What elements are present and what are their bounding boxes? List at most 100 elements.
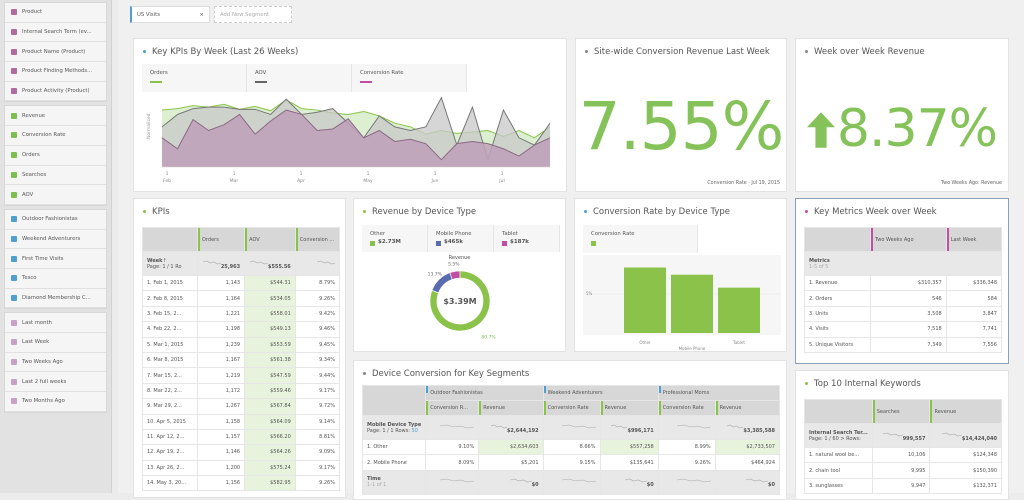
- column-header[interactable]: Orders: [196, 227, 246, 252]
- legend-item[interactable]: AOV: [247, 64, 352, 92]
- table-row[interactable]: 4. Feb 22, 2... 1,198 $549.13 9.46%: [142, 321, 341, 338]
- panel-revenue-by-device[interactable]: Revenue by Device Type Other $2.73M Mobile…: [353, 198, 566, 352]
- legend-item[interactable]: Mobile Phone $465k: [428, 225, 494, 252]
- sidebar-item[interactable]: Product: [5, 3, 106, 23]
- sidebar-item-label: Last Week: [22, 339, 50, 346]
- bar-tablet[interactable]: [718, 287, 760, 333]
- sparkline: [202, 260, 221, 264]
- panel-conversion-by-device[interactable]: Conversion Rate by Device Type Conversio…: [574, 198, 787, 352]
- legend-item[interactable]: Other $2.73M: [362, 225, 428, 252]
- sidebar-item[interactable]: Diamond Membership C...: [5, 289, 106, 309]
- conversion-rate-line[interactable]: [161, 109, 551, 161]
- sidebar-item[interactable]: Searches: [5, 166, 106, 186]
- component-icon: [11, 319, 17, 326]
- metric-header[interactable]: Revenue: [714, 400, 781, 416]
- table-row[interactable]: 2. Orders 546 584: [804, 290, 1003, 307]
- bar-mobile-phone[interactable]: [671, 274, 713, 333]
- column-header[interactable]: Two Weeks Ago: [870, 227, 947, 252]
- sidebar-item[interactable]: Conversion Rate: [5, 126, 106, 146]
- donut-chart[interactable]: 13.7% 5.5% 80.7% $3.39M: [410, 261, 510, 341]
- table-row[interactable]: 5. Mar 1, 2015 1,239 $553.59 9.45%: [142, 336, 341, 353]
- legend-item[interactable]: Tablet $187k: [494, 225, 560, 252]
- donut-slice[interactable]: [429, 270, 491, 332]
- table-row[interactable]: 8. Mar 22, 2... 1,172 $559.46 9.17%: [142, 382, 341, 400]
- footnote: Conversion Rate · Jul 19, 2015: [707, 181, 780, 186]
- metric-header[interactable]: Conversion R...: [425, 400, 480, 416]
- segment-us-visits[interactable]: US Visits ×: [130, 6, 210, 23]
- segment-header[interactable]: Outdoor Fashionistas: [425, 385, 544, 401]
- table-row[interactable]: 4. Visits 7,518 7,741: [804, 321, 1003, 338]
- segment-bar: US Visits × Add New Segment: [130, 6, 292, 23]
- sidebar-item[interactable]: Outdoor Fashionistas: [5, 210, 106, 230]
- column-header[interactable]: Last Week: [945, 227, 1003, 252]
- sidebar-item[interactable]: Tesco: [5, 269, 106, 289]
- sidebar-item[interactable]: AOV: [5, 185, 106, 205]
- panel-key-metrics-wow[interactable]: Key Metrics Week over Week Two Weeks Ago…: [795, 198, 1009, 364]
- sidebar-item[interactable]: Last Week: [5, 333, 106, 353]
- panel-kpis[interactable]: KPIs Orders AOV Conversion ... Week↑ Page: 1…: [133, 198, 346, 498]
- metric-header[interactable]: Revenue: [599, 400, 659, 416]
- totals-row: Week↑ Page: 1 / 1 Ro 25,963 $555.56: [142, 251, 341, 276]
- sidebar-item[interactable]: Last month: [5, 313, 106, 333]
- metric-header[interactable]: Revenue: [478, 400, 544, 416]
- sidebar-item[interactable]: Orders: [5, 146, 106, 166]
- sidebar-item[interactable]: Internal Search Term (ev...: [5, 23, 106, 43]
- table-row[interactable]: 6. Mar 8, 2015 1,167 $561.38 9.34%: [142, 351, 341, 369]
- column-header[interactable]: Conversion ...: [294, 227, 341, 252]
- table-row[interactable]: 3. sunglasses 9,947 $132,371: [804, 477, 1002, 495]
- table-row[interactable]: 1. Other 9.10% $2,634,603 8.66% $557,258 8.99…: [361, 438, 781, 456]
- column-header[interactable]: Searches: [871, 399, 931, 424]
- table-row[interactable]: 13. Apr 26, 2... 1,200 $575.24 9.17%: [142, 459, 341, 477]
- sidebar-item[interactable]: Product Name (Product): [5, 42, 106, 63]
- add-segment-dropzone[interactable]: Add New Segment: [214, 6, 292, 23]
- sidebar-item[interactable]: Two Weeks Ago: [5, 353, 106, 373]
- close-icon[interactable]: ×: [199, 11, 204, 18]
- segment-header[interactable]: Weekend Adventurers: [542, 385, 659, 401]
- table-row[interactable]: 3. Units 3,508 3,847: [804, 305, 1003, 323]
- table-row[interactable]: 9. Mar 29, 2... 1,267 $567.84 9.72%: [142, 398, 341, 415]
- table-row[interactable]: 1. Feb 1, 2015 1,143 $544.31 8.79%: [142, 274, 341, 292]
- sidebar-item[interactable]: First Time Visits: [5, 249, 106, 269]
- table-row[interactable]: 2. chain tool 9,995 $150,390: [804, 462, 1002, 479]
- table-row[interactable]: 1. Revenue $310,357 $336,348: [804, 274, 1003, 292]
- table-row[interactable]: 7. Mar 15, 2... 1,219 $547.59 9.44%: [142, 367, 341, 384]
- table-row[interactable]: 1. natural wool be... 10,106 $124,348: [804, 446, 1002, 464]
- panel-key-kpis-by-week[interactable]: Key KPIs By Week (Last 26 Weeks) Orders A…: [133, 38, 567, 192]
- sparkline: [316, 260, 336, 264]
- workspace: US Visits × Add New Segment Key KPIs By W…: [118, 0, 1024, 500]
- metric-header[interactable]: Conversion Rate: [542, 400, 601, 416]
- legend-item[interactable]: Orders: [142, 64, 247, 92]
- sidebar-item[interactable]: Weekend Adventurers: [5, 230, 106, 250]
- sidebar-item[interactable]: Two Months Ago: [5, 392, 106, 412]
- y-tick: 5%: [586, 291, 593, 296]
- table-row[interactable]: 10. Apr 5, 2015 1,158 $564.09 9.14%: [142, 413, 341, 430]
- legend-item[interactable]: Conversion Rate: [352, 64, 467, 92]
- panel-top10-keywords[interactable]: Top 10 Internal Keywords Searches Revenue…: [795, 370, 1009, 500]
- metric-header[interactable]: Conversion Rate: [657, 400, 716, 416]
- panel-device-conversion[interactable]: Device Conversion for Key Segments Outdo…: [353, 360, 787, 500]
- segment-header[interactable]: Professional Moms: [657, 385, 781, 401]
- sparkline: [490, 424, 508, 428]
- orders-line[interactable]: [161, 99, 551, 139]
- panel-week-over-week-revenue[interactable]: Week over Week Revenue 8.37% Two Weeks A…: [795, 38, 1009, 192]
- table-row[interactable]: 3. Feb 15, 2... 1,221 $558.01 9.42%: [142, 305, 341, 323]
- table-row[interactable]: 2. Feb 8, 2015 1,164 $534.05 9.26%: [142, 290, 341, 307]
- column-header[interactable]: AOV: [244, 227, 296, 252]
- panel-sitewide-conversion[interactable]: Site-wide Conversion Revenue Last Week 7…: [575, 38, 787, 192]
- table-row[interactable]: 11. Apr 12, 2... 1,157 $566.20 8.81%: [142, 428, 341, 446]
- sparkline: [509, 478, 532, 483]
- table-row[interactable]: 5. Unique Visitors 7,349 7,556: [804, 336, 1003, 353]
- sidebar-item[interactable]: Revenue: [5, 106, 106, 127]
- sidebar-item[interactable]: Product Activity (Product): [5, 82, 106, 102]
- column-header[interactable]: Revenue: [929, 399, 1002, 424]
- bar-chart[interactable]: 5% Other Tablet Mobile Phone: [583, 251, 781, 351]
- sidebar-item[interactable]: Last 2 full weeks: [5, 372, 106, 393]
- breakdown-row[interactable]: Time 1-1 of 1 $0 $0 $0: [361, 469, 781, 495]
- table-row[interactable]: 12. Apr 19, 2... 1,146 $564.26 9.09%: [142, 444, 341, 461]
- sidebar-group: Last month Last Week Two Weeks Ago Last 2 f…: [4, 312, 107, 413]
- bar-other[interactable]: [624, 267, 666, 333]
- table-row[interactable]: 2. Mobile Phone 8.09% $5,201 9.15% $135,641 9…: [361, 454, 781, 471]
- table-row[interactable]: 14. May 3, 20... 1,156 $582.95 9.26%: [142, 475, 341, 492]
- sidebar-item[interactable]: Product Finding Methods...: [5, 62, 106, 82]
